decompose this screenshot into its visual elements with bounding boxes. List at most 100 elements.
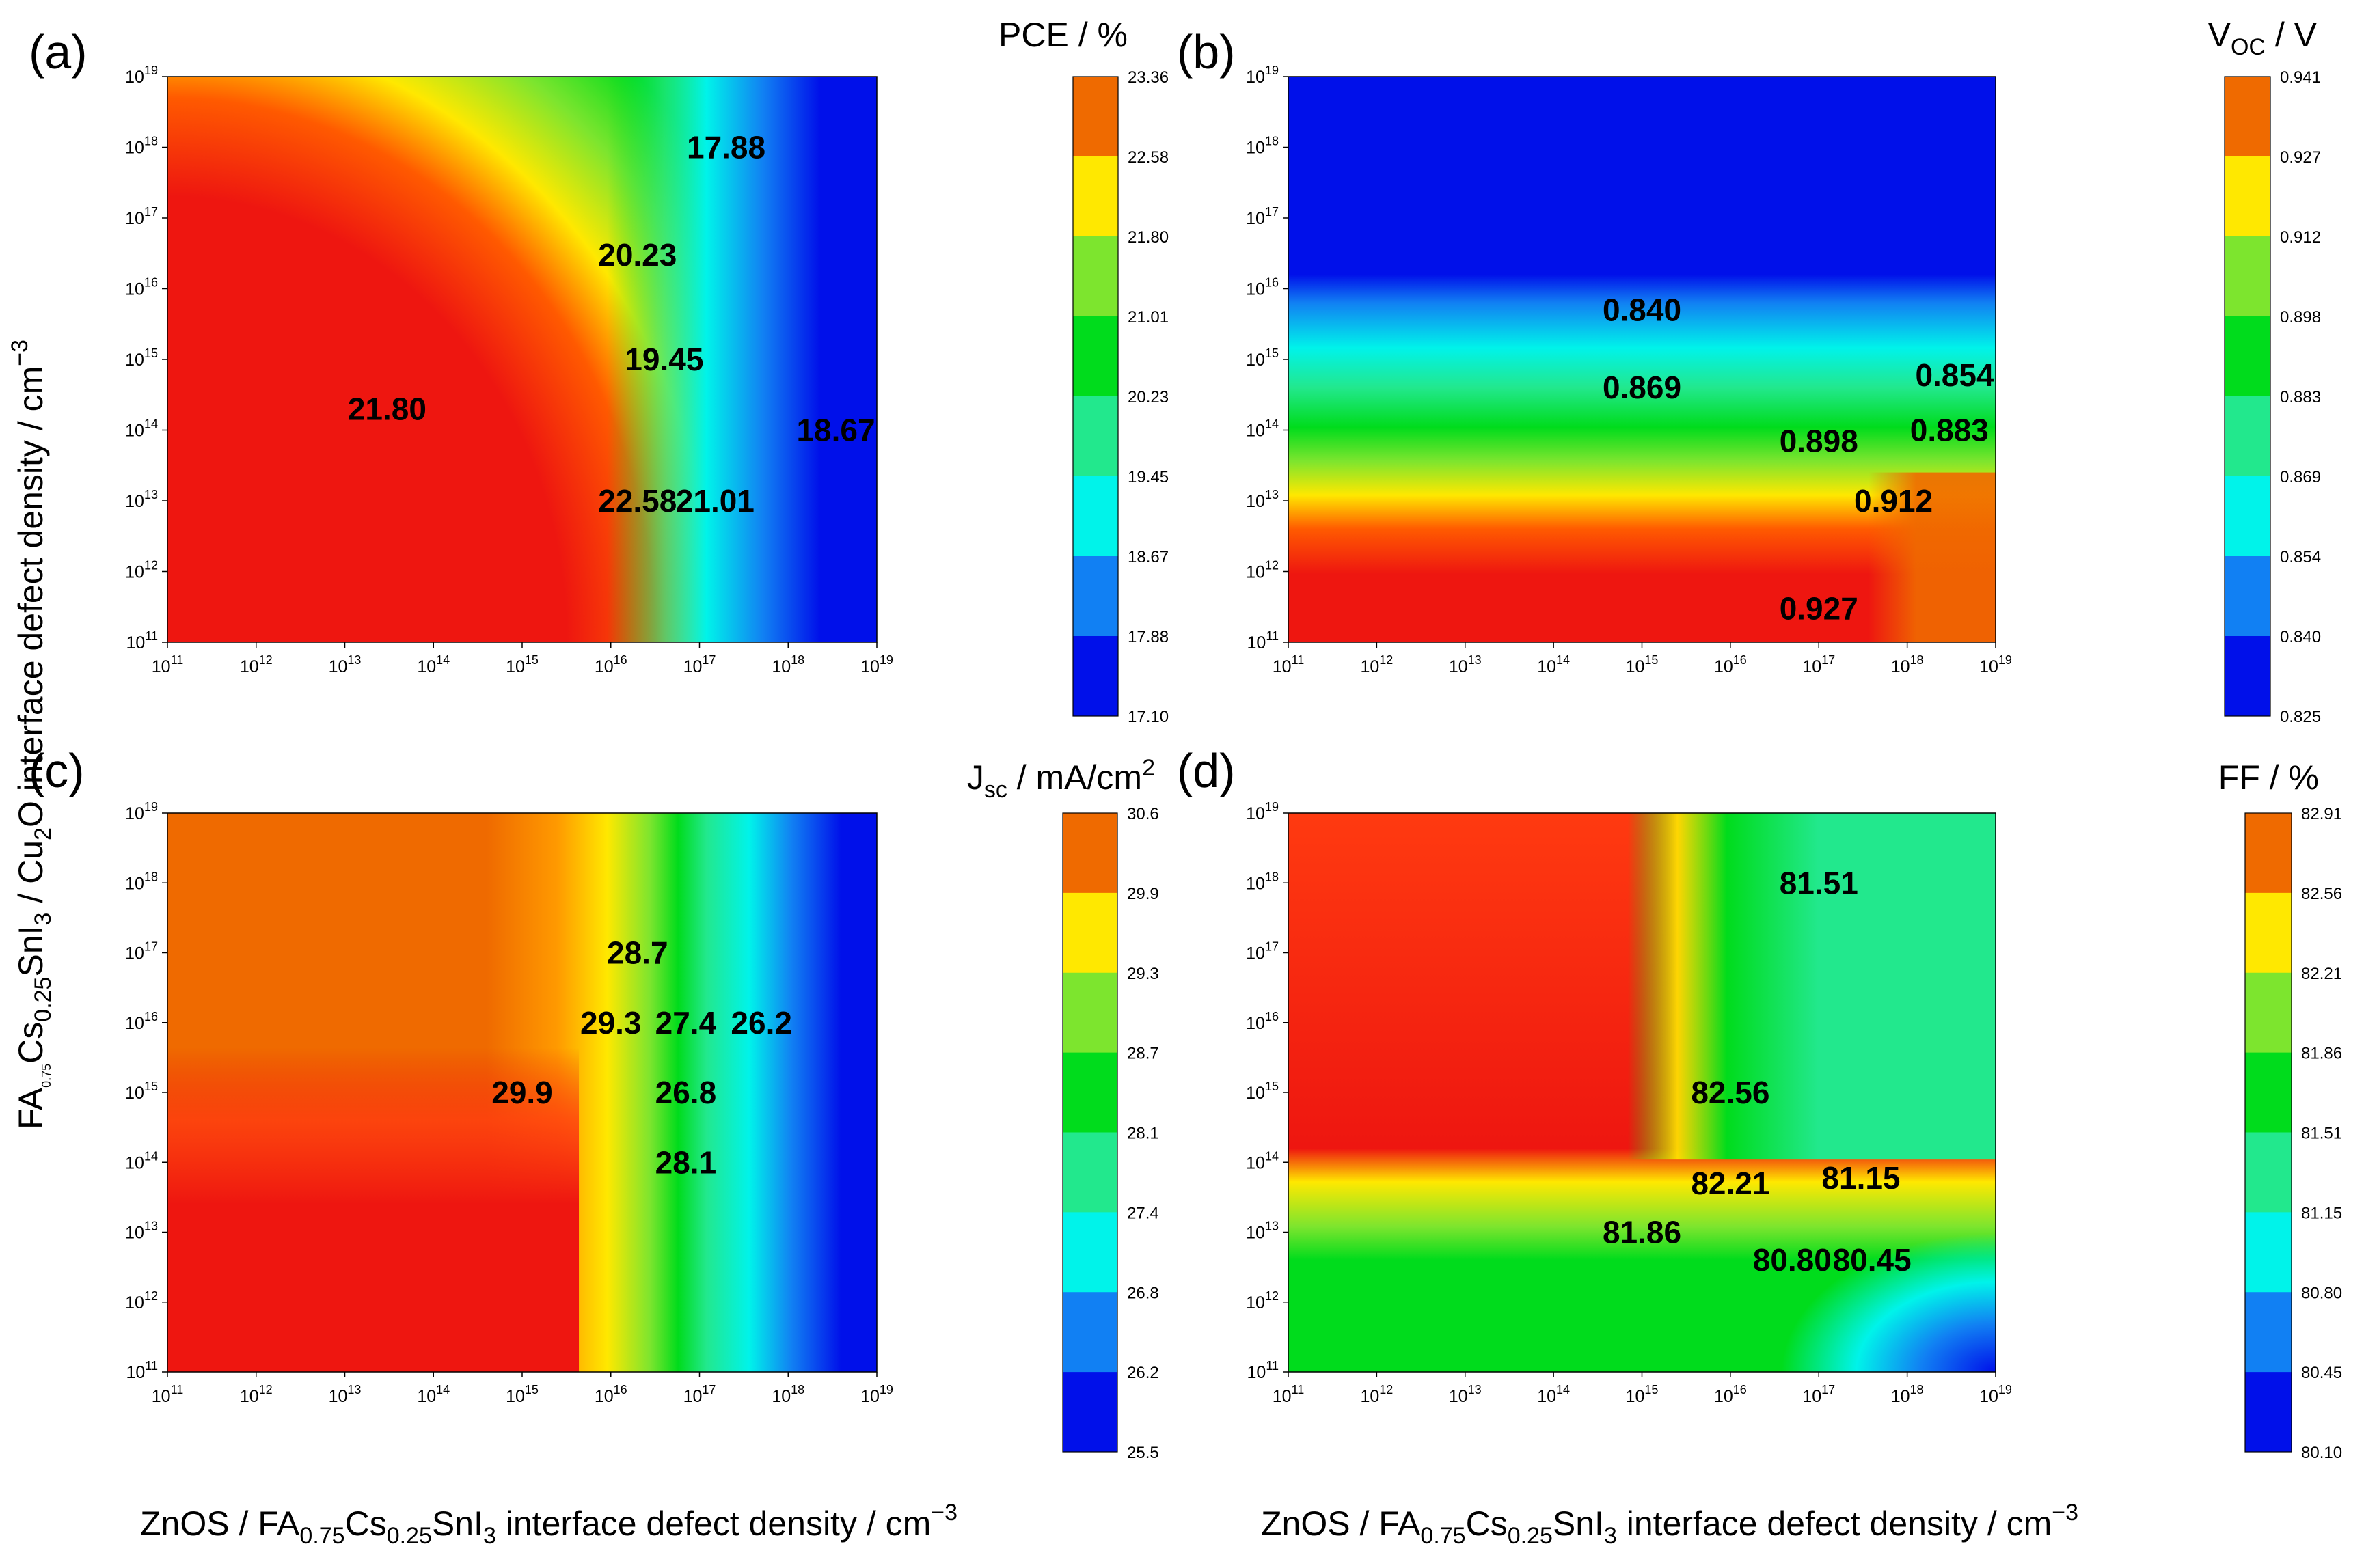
contour-label: 28.1 — [655, 1144, 717, 1180]
panel-label: (b) — [1177, 25, 1236, 79]
colorbar-tick-label: 0.912 — [2280, 228, 2321, 247]
y-tick-label: 1019 — [125, 800, 158, 823]
contour-label: 82.56 — [1691, 1075, 1769, 1110]
colorbar-tick-label: 20.23 — [1128, 388, 1169, 407]
colorbar-tick-label: 80.10 — [2301, 1444, 2342, 1462]
x-tick-label: 1014 — [417, 1383, 450, 1406]
contour-label: 80.80 — [1753, 1242, 1832, 1278]
colorbar-tick-label: 26.8 — [1127, 1284, 1159, 1302]
y-tick-label: 1011 — [126, 629, 159, 652]
colorbar-band — [1063, 972, 1117, 1054]
colorbar-tick-label: 82.21 — [2301, 965, 2342, 983]
x-tick-label: 1018 — [1891, 1383, 1924, 1406]
contour-label: 26.8 — [655, 1075, 717, 1110]
y-tick-label: 1015 — [125, 1079, 158, 1103]
x-tick-label: 1016 — [595, 653, 627, 676]
y-tick-label: 1018 — [125, 870, 158, 893]
colorbar-tick-label: 28.1 — [1127, 1125, 1159, 1143]
colorbar-band — [1073, 316, 1118, 397]
colorbar-tick-label: 22.58 — [1128, 148, 1169, 167]
y-tick-label: 1012 — [1246, 1289, 1279, 1312]
x-tick-label: 1014 — [417, 653, 450, 676]
colorbar-tick-label: 21.80 — [1128, 228, 1169, 247]
x-tick-label: 1013 — [1449, 1383, 1482, 1406]
colorbar-band — [2245, 813, 2292, 894]
contour-label: 17.88 — [687, 130, 765, 165]
colorbar-band — [2225, 316, 2270, 397]
colorbar-band — [1063, 1212, 1117, 1293]
x-tick-label: 1015 — [506, 653, 539, 676]
colorbar-title: FF / % — [2218, 758, 2319, 797]
y-tick-label: 1017 — [1246, 940, 1279, 963]
colorbar-tick-label: 0.840 — [2280, 628, 2321, 646]
colorbar-tick-label: 25.5 — [1127, 1444, 1159, 1462]
colorbar-tick-label: 82.56 — [2301, 885, 2342, 903]
colorbar-band — [2245, 1372, 2292, 1453]
colorbar-tick-label: 21.01 — [1128, 308, 1169, 327]
contour-label: 0.883 — [1910, 413, 1989, 448]
colorbar-frame — [2244, 812, 2292, 1453]
colorbar-frame — [2224, 76, 2271, 717]
colorbar-title: VOC / V — [2208, 16, 2318, 60]
x-tick-label: 1019 — [860, 1383, 893, 1406]
colorbar-band — [1063, 1132, 1117, 1213]
colorbar-tick-label: 27.4 — [1127, 1204, 1159, 1222]
colorbar-band — [1073, 236, 1118, 317]
y-tick-label: 1014 — [1246, 417, 1279, 441]
x-tick-label: 1015 — [506, 1383, 539, 1406]
x-tick-label: 1015 — [1626, 1383, 1659, 1406]
x-axis-label-left: ZnOS / FA0.75Cs0.25SnI3 interface defect… — [140, 1500, 957, 1549]
colorbar-tick-label: 28.7 — [1127, 1045, 1159, 1063]
colorbar-frame — [1072, 76, 1119, 717]
colorbar-tick-label: 17.88 — [1128, 628, 1169, 646]
colorbar-tick-label: 0.825 — [2280, 708, 2321, 726]
colorbar-tick-label: 80.80 — [2301, 1284, 2342, 1302]
contour-label: 21.80 — [348, 391, 426, 426]
y-tick-label: 1015 — [1246, 1079, 1279, 1103]
y-tick-label: 1012 — [125, 559, 158, 582]
colorbar-band — [1063, 892, 1117, 974]
y-tick-label: 1019 — [125, 64, 158, 87]
x-tick-label: 1011 — [152, 1383, 184, 1406]
colorbar-band — [1063, 1372, 1117, 1453]
contour-label: 0.927 — [1780, 591, 1858, 627]
colorbar-tick-label: 26.2 — [1127, 1364, 1159, 1382]
colorbar-band — [1063, 1052, 1117, 1133]
contour-label: 18.67 — [796, 413, 875, 448]
colorbar-tick-label: 81.51 — [2301, 1125, 2342, 1143]
x-tick-label: 1019 — [1979, 1383, 2012, 1406]
colorbar-band — [2225, 396, 2270, 477]
y-tick-label: 1015 — [125, 346, 158, 370]
y-tick-label: 1014 — [125, 1149, 158, 1172]
contour-label: 0.840 — [1603, 292, 1681, 328]
x-tick-label: 1019 — [860, 653, 893, 676]
colorbar-band — [2225, 476, 2270, 557]
y-tick-label: 1018 — [1246, 870, 1279, 893]
panel-label: (d) — [1177, 744, 1236, 797]
x-tick-label: 1011 — [152, 653, 184, 676]
y-tick-label: 1017 — [125, 205, 158, 228]
contour-label: 29.3 — [580, 1005, 642, 1041]
contour-label: 0.869 — [1603, 370, 1681, 405]
colorbar-band — [2225, 236, 2270, 317]
colorbar-tick-label: 0.927 — [2280, 148, 2321, 167]
colorbar-tick-label: 0.854 — [2280, 548, 2321, 566]
colorbar-band — [2225, 77, 2270, 157]
x-tick-label: 1018 — [772, 653, 804, 676]
y-tick-label: 1016 — [1246, 1010, 1279, 1033]
y-tick-label: 1016 — [1246, 276, 1279, 299]
contour-label: 22.58 — [598, 483, 677, 519]
contour-label: 29.9 — [491, 1075, 553, 1110]
colorbar-tick-label: 19.45 — [1128, 468, 1169, 486]
contour-label: 81.15 — [1821, 1160, 1900, 1196]
contour-label: 80.45 — [1833, 1242, 1912, 1278]
contour-label: 0.912 — [1854, 483, 1933, 519]
x-tick-label: 1011 — [1273, 653, 1305, 676]
heatmap-field — [167, 77, 877, 642]
y-tick-label: 1016 — [125, 1010, 158, 1033]
y-tick-label: 1014 — [1246, 1149, 1279, 1172]
colorbar-title: Jsc / mA/cm2 — [967, 755, 1155, 803]
colorbar-frame — [1062, 812, 1118, 1453]
